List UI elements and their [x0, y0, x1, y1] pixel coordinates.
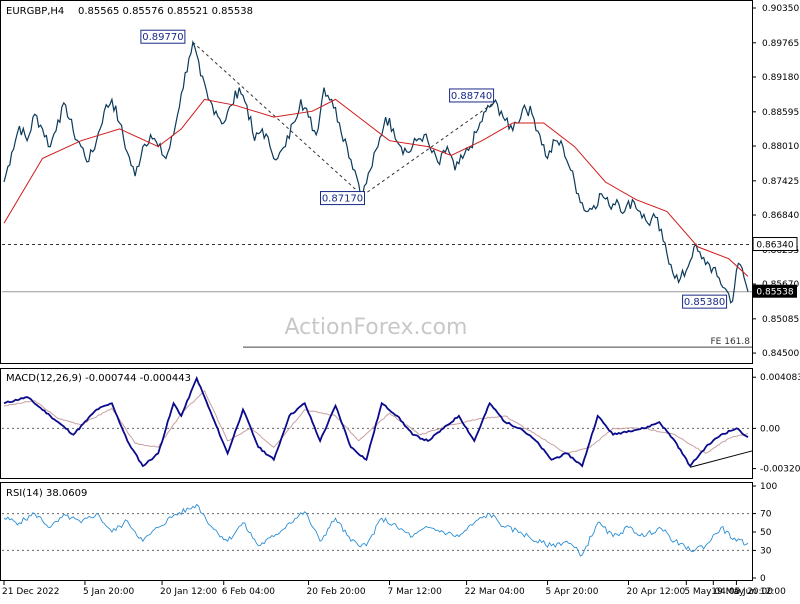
price-tick-label-3: 0.88595 [762, 108, 799, 118]
rsi-layer: 100 70 50 30 0 [2, 482, 777, 584]
current-price-tag-label: 0.85538 [756, 288, 793, 298]
level-tag-box [752, 237, 798, 252]
macd-title: MACD(12,26,9) -0.000744 -0.000443 [6, 373, 191, 384]
x-tick-label-8: 20 Apr 12:00 [626, 587, 685, 597]
price-tick-label-6: 0.86840 [762, 211, 799, 221]
moving-average-line [3, 98, 749, 277]
rsi-tick-label-4: 0 [760, 574, 766, 584]
macd-tick-label-0: 0.004083 [760, 373, 800, 383]
price-tick-label-0: 0.90350 [762, 4, 799, 14]
price-tick-label-2: 0.89180 [762, 73, 799, 83]
macd-line [3, 375, 749, 468]
x-tick-label-0: 21 Dec 2022 [2, 587, 60, 597]
x-tick-label-7: 5 Apr 20:00 [546, 587, 599, 597]
rsi-tick-label-2: 50 [760, 528, 772, 538]
price-tick-label-9: 0.85085 [762, 315, 799, 325]
symbol-label: EURGBP,H4 [6, 6, 64, 17]
rsi-tick-label-1: 70 [760, 510, 772, 520]
level-tag-label: 0.86340 [756, 241, 793, 251]
x-tick-label-4: 20 Feb 20:00 [307, 587, 366, 597]
x-tick-label-11: 5 Jun 12:00 [734, 587, 786, 597]
price-panel-frame [0, 0, 753, 364]
price-tick-label-10: 0.84500 [762, 349, 799, 359]
x-tick-label-5: 7 Mar 12:00 [387, 587, 442, 597]
macd-layer: 0.004083 0.00 -0.003209 [2, 373, 800, 475]
x-axis: 21 Dec 2022 5 Jan 20:00 20 Jan 12:00 6 Feb … [2, 581, 786, 597]
macd-tick-label-1: 0.00 [760, 424, 780, 434]
annotation-box-3 [682, 294, 728, 309]
rsi-tick-label-3: 30 [760, 546, 772, 556]
x-tick-label-10: 19 May 20:00 [711, 587, 773, 597]
annotation-label-1: 0.87170 [322, 194, 363, 205]
annotation-label-2: 0.88740 [451, 91, 492, 102]
rsi-tick-label-0: 100 [760, 482, 777, 492]
watermark: ActionForex.com [285, 315, 468, 340]
fe-161-label: FE 161.8 [711, 337, 751, 347]
swing-line-0 [192, 41, 363, 196]
swing-line-1 [362, 102, 494, 196]
annotation-label-3: 0.85380 [684, 297, 725, 308]
x-tick-label-2: 20 Jan 12:00 [160, 587, 217, 597]
current-price-tag-box [753, 284, 797, 298]
rsi-line [3, 503, 749, 557]
rsi-title: RSI(14) 38.0609 [6, 488, 87, 499]
rsi-panel-frame [0, 482, 753, 581]
x-tick-label-9: 5 May 04:00 [684, 587, 740, 597]
annotation-label-0: 0.89770 [142, 32, 183, 43]
price-series-line [3, 39, 749, 304]
price-tick-label-5: 0.87425 [762, 177, 799, 187]
price-layer: 0.90350 0.89765 0.89180 0.88595 0.88010 0.874… [2, 4, 799, 359]
annotation-box-2 [449, 88, 495, 103]
price-tick-label-4: 0.88010 [762, 142, 799, 152]
x-tick-label-3: 6 Feb 04:00 [222, 587, 276, 597]
macd-trendline [690, 450, 753, 468]
annotation-box-1 [320, 191, 366, 206]
x-tick-label-6: 22 Mar 04:00 [465, 587, 525, 597]
ohlc-values: 0.85565 0.85576 0.85521 0.85538 [78, 6, 253, 17]
annotation-box-0 [140, 29, 186, 44]
x-tick-label-1: 5 Jan 20:00 [83, 587, 135, 597]
price-tick-label-1: 0.89765 [762, 39, 799, 49]
macd-tick-label-2: -0.003209 [760, 465, 800, 475]
